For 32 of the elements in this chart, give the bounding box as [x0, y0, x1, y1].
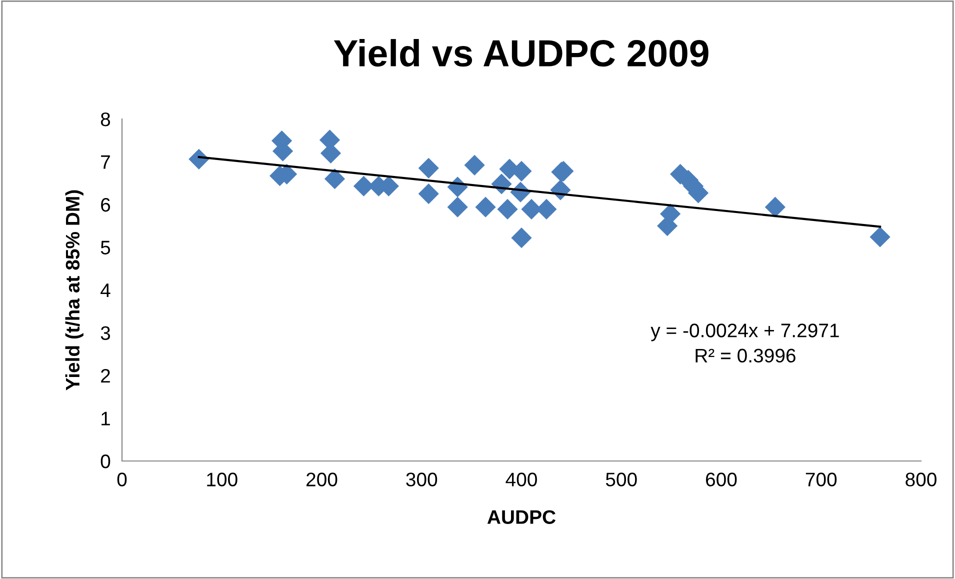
y-tick-label: 3: [100, 326, 110, 340]
point: [464, 154, 485, 176]
x-tick-label: 0: [117, 472, 127, 486]
x-tick-label: 500: [606, 472, 637, 486]
y-tick-label: 4: [100, 284, 110, 298]
y-tick-label: 5: [100, 240, 110, 254]
point: [511, 228, 532, 248]
x-tick-label: 300: [406, 472, 438, 486]
y-tick-label: 6: [101, 198, 110, 212]
y-tick-label: 1: [102, 412, 110, 426]
x-tick-label: 100: [207, 472, 238, 486]
point: [764, 196, 786, 218]
y-tick-label: 2: [101, 368, 110, 383]
point: [447, 196, 468, 218]
annotation: y = -0.0024x + 7.2971 R² = 0.3996: [650, 324, 839, 363]
point: [418, 158, 439, 178]
x-tick-label: 200: [306, 472, 338, 486]
x-axis-title: AUDPC: [487, 510, 556, 524]
y-tick-label: 8: [100, 112, 110, 126]
x-tick-label: 600: [706, 472, 737, 486]
y-tick-label: 7: [101, 155, 110, 169]
y-tick-label: 0: [100, 454, 110, 468]
point: [497, 198, 518, 220]
point: [870, 226, 890, 248]
point: [418, 184, 439, 204]
x-tick-label: 800: [906, 472, 936, 486]
y-axis-title: Yield (t/ha at 85% DM): [65, 190, 84, 390]
chart-title: Yield vs AUDPC 2009: [334, 39, 708, 67]
x-tick-label: 400: [506, 472, 537, 486]
x-tick-label: 700: [806, 472, 837, 486]
point: [324, 168, 346, 190]
point: [475, 196, 496, 218]
